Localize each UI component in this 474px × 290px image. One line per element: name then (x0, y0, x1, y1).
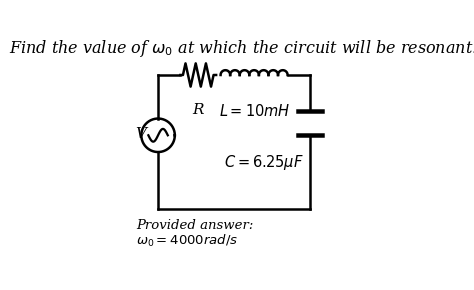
Text: Find the value of $\omega_0$ at which the circuit will be resonant.: Find the value of $\omega_0$ at which th… (9, 38, 474, 59)
Text: R: R (192, 103, 204, 117)
Text: $L = 10mH$: $L = 10mH$ (219, 103, 291, 119)
Text: $\omega_0 = 4000 rad/s$: $\omega_0 = 4000 rad/s$ (136, 233, 238, 249)
Text: Provided answer:: Provided answer: (136, 220, 253, 232)
Text: V: V (135, 127, 146, 141)
Text: $C = 6.25\mu F$: $C = 6.25\mu F$ (224, 153, 304, 172)
